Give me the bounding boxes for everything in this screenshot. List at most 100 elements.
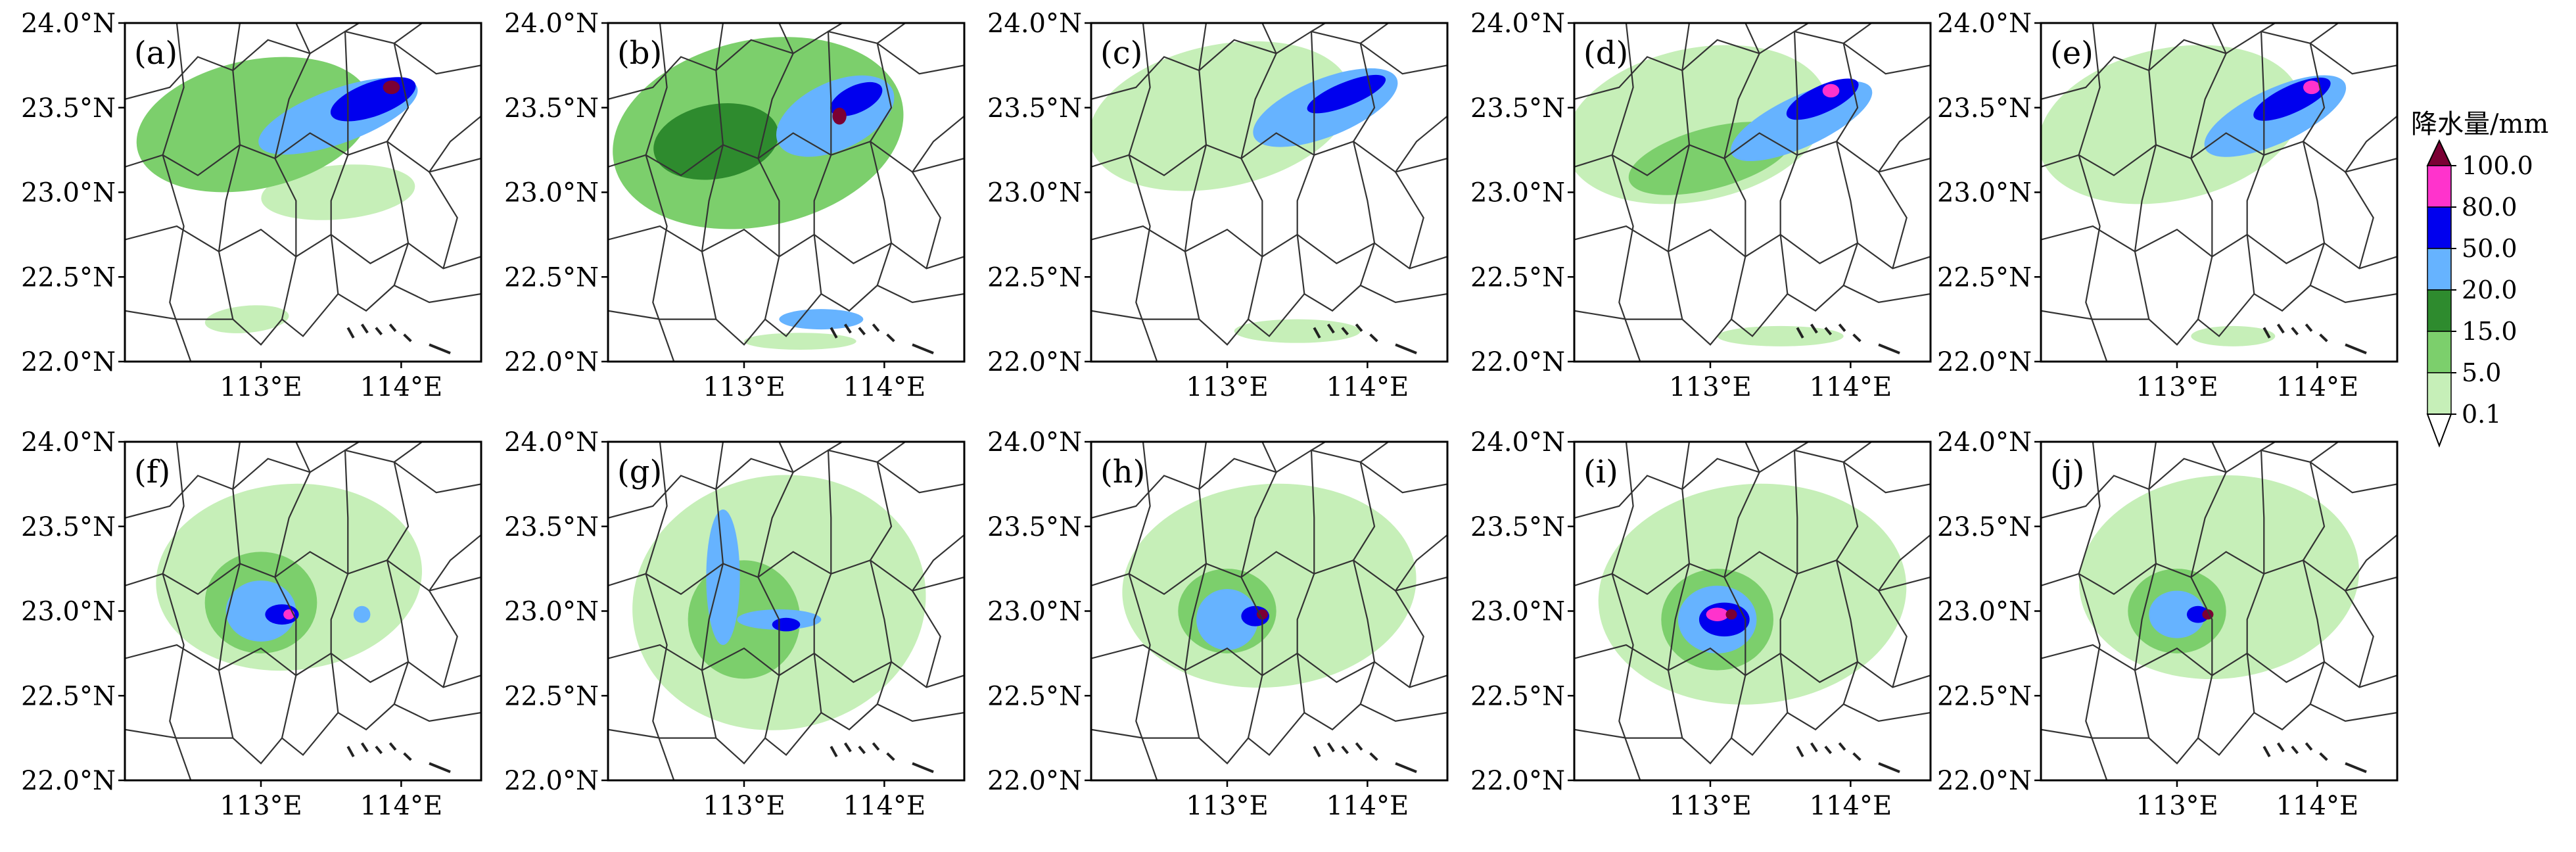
lon-tick-label: 113°E — [703, 791, 785, 821]
coastline — [872, 742, 880, 751]
precip-blob — [743, 333, 856, 350]
coastline — [1355, 742, 1363, 751]
boundary-line — [1128, 442, 1158, 780]
boundary-line — [125, 551, 481, 596]
precip-blob — [2041, 45, 2302, 204]
coastline — [872, 323, 880, 332]
boundary-line — [1574, 30, 1931, 100]
boundary-line — [1611, 442, 1641, 780]
precip-field — [608, 442, 964, 780]
lat-tick-label: 22.0°N — [504, 347, 599, 377]
lat-tick-label: 22.5°N — [21, 262, 116, 293]
boundary-line — [2302, 442, 2339, 705]
coastline — [388, 742, 397, 751]
precip-blob — [779, 309, 864, 330]
boundary-line — [1779, 23, 1809, 295]
coastline — [403, 752, 412, 761]
coastline — [1838, 742, 1846, 751]
precip-blob — [653, 103, 779, 180]
boundary-line — [386, 23, 423, 286]
lat-tick-label: 22.0°N — [1470, 347, 1565, 377]
boundary-line — [1723, 442, 1760, 738]
boundary-line — [869, 442, 906, 705]
boundary-line — [608, 449, 964, 519]
boundary-line — [1091, 284, 1447, 346]
boundary-line — [162, 442, 192, 780]
coastline — [1341, 746, 1349, 755]
coastline — [388, 323, 397, 332]
boundary-line — [125, 644, 481, 688]
precip-field — [1091, 23, 1447, 362]
boundary-line — [2344, 115, 2397, 269]
boundary-line — [428, 115, 481, 269]
precip-blob — [353, 605, 371, 623]
lat-tick-label: 22.5°N — [504, 681, 599, 711]
precip-blob — [1256, 609, 1268, 620]
boundary-line — [1091, 30, 1447, 100]
coastline — [360, 742, 369, 753]
map-panel: 22.0°N 22.5°N 23.0°N 23.5°N 24.0°N 113°E 114°E… — [1470, 9, 1932, 402]
coastline — [346, 746, 355, 757]
boundary-line — [428, 534, 481, 688]
precip-field — [1574, 442, 1931, 780]
boundary-line — [757, 442, 794, 738]
coastline — [1796, 327, 1804, 339]
boundary-line — [1574, 644, 1931, 688]
coastline — [830, 327, 838, 339]
precip-field — [1091, 442, 1447, 780]
coastline — [1824, 746, 1833, 755]
coastline — [375, 746, 383, 755]
coastline — [1852, 333, 1862, 343]
coastline — [1395, 343, 1417, 354]
lat-tick-label: 22.0°N — [1470, 766, 1565, 796]
coastline — [375, 327, 383, 336]
map-panel: 22.0°N 22.5°N 23.0°N 23.5°N 24.0°N 113°E 114°E… — [987, 9, 1449, 402]
precip-blob — [1307, 74, 1386, 114]
boundary-line — [1128, 23, 1158, 362]
lon-tick-label: 114°E — [1326, 372, 1409, 402]
lon-tick-label: 114°E — [843, 372, 926, 402]
boundary-line — [1574, 449, 1931, 519]
map-panel: 22.0°N 22.5°N 23.0°N 23.5°N 24.0°N 113°E 114°E… — [21, 427, 482, 821]
coastline — [2291, 327, 2299, 336]
precip-field — [125, 23, 481, 362]
colorbar-segment — [2427, 372, 2452, 415]
lat-tick-label: 24.0°N — [1470, 427, 1565, 458]
colorbar-extend-bottom — [2426, 414, 2452, 448]
colorbar-extend-top — [2426, 139, 2452, 166]
boundary-line — [1091, 644, 1447, 688]
boundary-line — [274, 442, 311, 738]
boundary-line — [125, 449, 481, 519]
lat-tick-label: 23.0°N — [1937, 178, 2032, 208]
lat-tick-label: 24.0°N — [21, 9, 116, 39]
boundary-line — [1574, 284, 1931, 346]
coastline — [2276, 742, 2285, 753]
boundary-line — [608, 30, 964, 100]
lat-tick-label: 23.0°N — [1470, 597, 1565, 627]
boundary-line — [869, 23, 906, 286]
precip-blob — [1725, 609, 1737, 620]
coastline — [886, 333, 895, 343]
boundary-line — [608, 644, 964, 688]
colorbar-body: 100.0 80.0 50.0 20.0 15.0 5.0 0.1 — [2426, 139, 2533, 448]
map-panel: 22.0°N 22.5°N 23.0°N 23.5°N 24.0°N 113°E 114°E… — [504, 9, 966, 402]
precip-field — [125, 442, 481, 780]
lon-tick-label: 114°E — [2276, 791, 2359, 821]
coastline — [2291, 746, 2299, 755]
lon-tick-label: 113°E — [1186, 791, 1269, 821]
lon-tick-label: 113°E — [220, 372, 302, 402]
boundary-line — [1296, 23, 1326, 295]
precip-blob — [225, 580, 296, 642]
lat-tick-label: 24.0°N — [987, 9, 1082, 39]
lat-tick-label: 23.5°N — [504, 512, 599, 542]
lat-tick-label: 22.5°N — [1470, 262, 1565, 293]
lat-tick-label: 22.0°N — [21, 766, 116, 796]
coastline — [1326, 742, 1335, 753]
precip-blob — [1717, 325, 1844, 346]
coastline — [1824, 327, 1833, 336]
map-panel: 22.0°N 22.5°N 23.0°N 23.5°N 24.0°N 113°E 114°E… — [21, 9, 482, 402]
boundary-line — [1184, 442, 1207, 738]
lat-tick-label: 22.0°N — [1937, 347, 2032, 377]
precip-blob — [2303, 80, 2320, 95]
coastline — [886, 752, 895, 761]
